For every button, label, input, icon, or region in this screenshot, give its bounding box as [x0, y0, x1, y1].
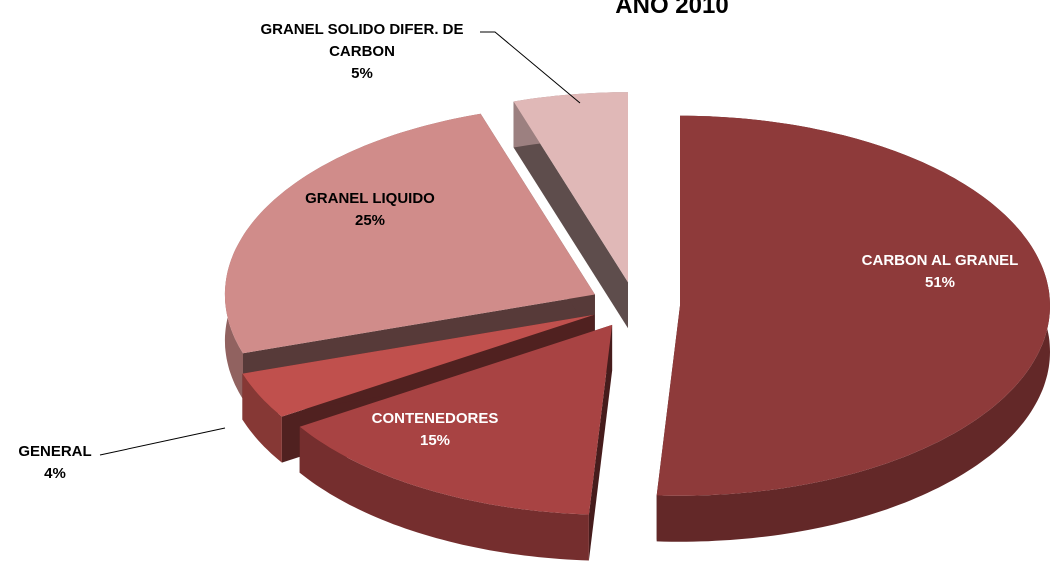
slice-value-label: 5% [351, 65, 373, 82]
slice-category-label: GENERAL [18, 443, 92, 460]
leader-line [99, 427, 226, 456]
slice-label: GENERAL 4% [0, 441, 115, 485]
slice-wall [242, 373, 282, 463]
slice-category-label: CARBON AL GRANEL [861, 252, 1019, 269]
slice-category-label: CONTENEDORES [371, 410, 499, 427]
slice-label: CARBON AL GRANEL 51% [840, 250, 1040, 294]
slice-label: CONTENEDORES 15% [335, 408, 535, 452]
slice [656, 115, 1050, 496]
slice [513, 92, 628, 283]
slice-label: GRANEL LIQUIDO 25% [270, 188, 470, 232]
slice-side [588, 324, 613, 561]
chart-title: AÑO 2010 [615, 0, 729, 19]
slice-category-label: GRANEL SOLIDO DIFER. DE CARBON [260, 21, 464, 60]
slice [299, 324, 613, 515]
slice-value-label: 51% [924, 274, 956, 291]
slice [224, 113, 595, 354]
slice-category-label: GRANEL LIQUIDO [305, 190, 435, 207]
slice-value-label: 15% [419, 432, 451, 449]
slice-side [513, 101, 628, 329]
slice-label: GRANEL SOLIDO DIFER. DE CARBON 5% [232, 19, 492, 85]
slice-value-label: 25% [354, 212, 386, 229]
slice [242, 314, 595, 417]
slice-wall [299, 426, 589, 561]
leader-line [480, 31, 581, 104]
slice-value-label: 4% [44, 465, 66, 482]
